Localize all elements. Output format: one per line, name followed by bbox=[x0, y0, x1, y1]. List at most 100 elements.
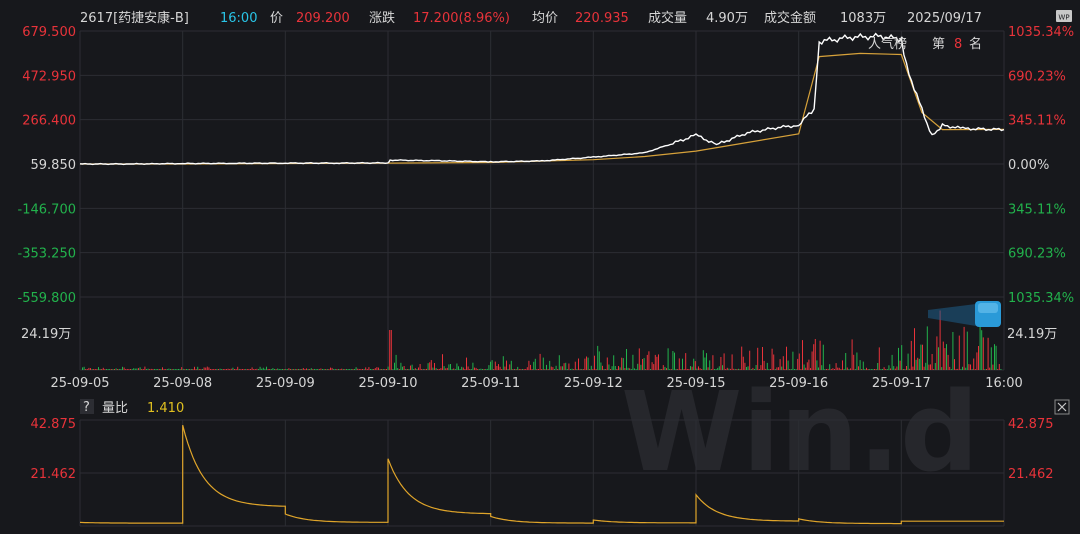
popularity-overlay[interactable]: 人气榜 第 8 名 bbox=[868, 36, 982, 52]
volume-bar bbox=[125, 369, 127, 370]
volume-bar bbox=[264, 368, 266, 370]
volume-bar bbox=[325, 369, 327, 370]
rank-suffix: 名 bbox=[969, 36, 982, 52]
volume-bar bbox=[326, 369, 328, 370]
rank-value: 8 bbox=[954, 37, 962, 52]
volume-bar bbox=[814, 339, 816, 370]
volume-bar bbox=[475, 367, 477, 370]
collapse-panel-button[interactable] bbox=[928, 301, 1001, 327]
volume-bar bbox=[720, 357, 722, 370]
volume-bar bbox=[915, 359, 917, 370]
volume-bar bbox=[718, 366, 720, 370]
ratio-right-tick: 21.462 bbox=[1008, 467, 1054, 482]
wp-badge[interactable]: WP bbox=[1056, 10, 1072, 22]
volume-bar bbox=[579, 368, 581, 370]
right-tick-label: 690.23% bbox=[1008, 69, 1066, 84]
volume-bar bbox=[658, 354, 659, 370]
volume-bar bbox=[322, 369, 323, 370]
header-bar: 2617[药捷安康-B] 16:00 价 209.200 涨跌 17.200(8… bbox=[80, 10, 1072, 26]
volume-bar bbox=[424, 369, 426, 370]
volume-bar bbox=[442, 354, 443, 370]
volume-bar bbox=[973, 358, 975, 370]
indicator-label: 量比 bbox=[102, 401, 128, 416]
change-value: 17.200(8.96%) bbox=[413, 11, 510, 26]
volume-bar bbox=[837, 367, 839, 370]
volume-bar bbox=[171, 369, 173, 370]
volume-bar bbox=[739, 369, 741, 370]
volume-bar bbox=[331, 367, 333, 370]
volume-bar bbox=[816, 360, 818, 370]
volume-bar bbox=[843, 369, 845, 370]
volume-bar bbox=[170, 369, 171, 370]
help-icon-bg[interactable] bbox=[80, 399, 94, 414]
volume-bar bbox=[976, 352, 978, 370]
volume-bar bbox=[474, 367, 475, 370]
volume-bar bbox=[555, 365, 557, 370]
volume-bar bbox=[835, 363, 837, 370]
volume-bar bbox=[994, 344, 995, 370]
volume-bar bbox=[858, 366, 859, 370]
volume-bar bbox=[827, 368, 829, 370]
volume-bar bbox=[107, 369, 109, 370]
close-icon[interactable] bbox=[1054, 399, 1070, 415]
volume-bar bbox=[832, 368, 834, 370]
volume-bar bbox=[181, 367, 183, 370]
volume-bar bbox=[603, 369, 605, 370]
volume-axis-left: 24.19万 bbox=[21, 327, 71, 342]
volume-bar bbox=[734, 369, 736, 370]
wp-badge-text: WP bbox=[1058, 14, 1069, 22]
volume-bar bbox=[242, 369, 243, 370]
volume-bar bbox=[413, 369, 415, 370]
volume-bar bbox=[701, 369, 703, 370]
volume-bar bbox=[544, 369, 546, 370]
volume-bar bbox=[286, 369, 288, 370]
volume-bar bbox=[93, 369, 95, 370]
volume-bar bbox=[309, 369, 311, 370]
volume-bar bbox=[680, 369, 682, 370]
volume-bar bbox=[198, 369, 200, 370]
volume-bar bbox=[288, 368, 290, 370]
ratio-left-tick: 42.875 bbox=[31, 417, 77, 432]
volume-bar bbox=[874, 369, 875, 370]
volume-bar bbox=[456, 363, 458, 370]
volume-bar bbox=[902, 369, 904, 370]
volume-bar bbox=[694, 361, 696, 370]
volume-bar bbox=[819, 340, 821, 370]
help-icon[interactable]: ? bbox=[83, 400, 90, 415]
volume-bar bbox=[429, 362, 431, 370]
volume-bar bbox=[562, 366, 563, 370]
volume-bar bbox=[899, 360, 901, 370]
volume-bar bbox=[450, 364, 451, 370]
volume-bar bbox=[586, 356, 587, 370]
volume-bar bbox=[533, 361, 535, 370]
volume-bar bbox=[690, 366, 691, 370]
volume-bar bbox=[950, 369, 952, 370]
volume-bar bbox=[651, 362, 653, 370]
volume-bar bbox=[165, 369, 167, 370]
volume-bar bbox=[600, 362, 602, 370]
volume-bar bbox=[333, 369, 335, 370]
volume-bar bbox=[451, 369, 453, 370]
volume-bar bbox=[302, 368, 304, 370]
volume-bar bbox=[160, 369, 162, 370]
volume-bar bbox=[821, 365, 823, 370]
volume-bar bbox=[981, 330, 983, 370]
volume-bar bbox=[453, 368, 455, 370]
avg-label: 均价 bbox=[532, 11, 558, 26]
volume-bar bbox=[186, 369, 187, 370]
volume-bar bbox=[742, 356, 744, 370]
volume-bar bbox=[342, 369, 344, 370]
volume-bar bbox=[238, 369, 240, 370]
volume-bar bbox=[344, 369, 346, 370]
volume-bar bbox=[115, 368, 117, 370]
volume-bar bbox=[578, 358, 579, 370]
volume-bar bbox=[182, 368, 184, 370]
volume-bar bbox=[629, 368, 631, 370]
volume-bar bbox=[498, 364, 499, 370]
volume-bar bbox=[245, 369, 247, 370]
volume-bar bbox=[634, 368, 635, 370]
volume-bar bbox=[405, 369, 407, 370]
volume-bar bbox=[122, 366, 123, 370]
volume-bar bbox=[90, 368, 91, 370]
volume-bar bbox=[277, 368, 279, 370]
